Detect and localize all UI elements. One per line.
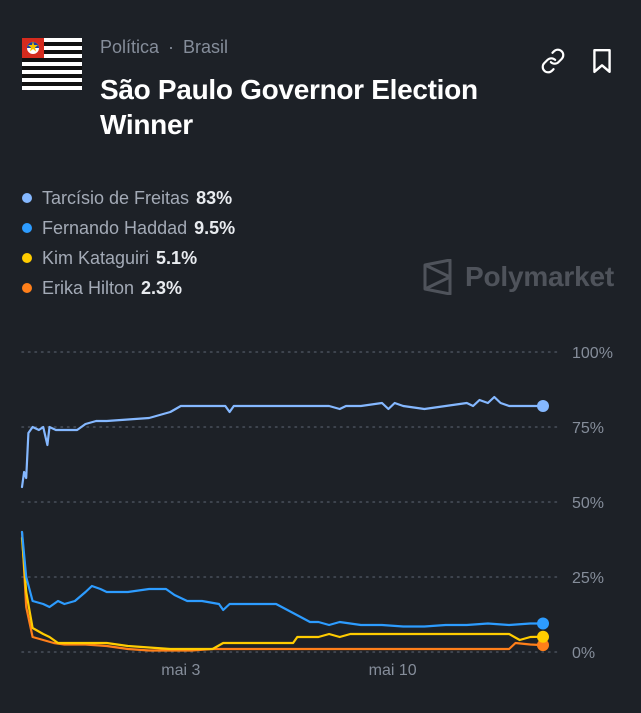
- bookmark-icon: [593, 48, 611, 74]
- legend-name: Tarcísio de Freitas: [42, 187, 190, 208]
- chart-gridlines: [21, 351, 558, 653]
- link-icon: [541, 48, 565, 74]
- series-end-marker: [537, 639, 549, 652]
- bookmark-button[interactable]: [587, 46, 617, 76]
- price-history-chart: 100% 75% 50% 25% 0% mai 3 mai 10: [20, 345, 613, 679]
- sao-paulo-flag-icon: [22, 38, 82, 90]
- legend-item-hilton: Erika Hilton 2.3%: [22, 273, 235, 303]
- breadcrumb: Política · Brasil: [100, 37, 228, 58]
- legend-dot: [22, 283, 32, 293]
- legend-dot: [22, 253, 32, 263]
- legend-name: Kim Kataguiri: [42, 247, 150, 268]
- legend-value: 83%: [196, 187, 233, 208]
- series-line: [20, 530, 545, 628]
- legend-item-tarcisio: Tarcísio de Freitas 83%: [22, 183, 235, 213]
- series-line: [20, 395, 545, 489]
- legend-dot: [22, 193, 32, 203]
- breadcrumb-separator: ·: [168, 37, 175, 57]
- y-tick-label: 100%: [572, 345, 613, 362]
- y-tick-label: 75%: [572, 420, 604, 437]
- y-axis-labels: 100% 75% 50% 25% 0%: [572, 345, 613, 662]
- legend-dot: [22, 223, 32, 233]
- legend-item-haddad: Fernando Haddad 9.5%: [22, 213, 235, 243]
- breadcrumb-region[interactable]: Brasil: [183, 37, 229, 57]
- series-end-marker: [537, 630, 549, 643]
- series-end-marker: [537, 617, 549, 630]
- legend-item-kataguiri: Kim Kataguiri 5.1%: [22, 243, 235, 273]
- legend-value: 9.5%: [194, 217, 236, 238]
- legend-name: Erika Hilton: [42, 277, 135, 298]
- chart-legend: Tarcísio de Freitas 83% Fernando Haddad …: [22, 183, 235, 303]
- series-end-marker: [537, 400, 549, 412]
- y-tick-label: 25%: [572, 570, 604, 587]
- legend-name: Fernando Haddad: [42, 217, 188, 238]
- legend-value: 2.3%: [141, 277, 183, 298]
- series-line: [20, 530, 545, 652]
- x-axis-labels: mai 3 mai 10: [161, 662, 416, 679]
- watermark-text: Polymarket: [465, 261, 614, 292]
- series-line: [20, 536, 545, 651]
- x-tick-label: mai 10: [369, 662, 417, 679]
- x-tick-label: mai 3: [161, 662, 200, 679]
- page-title: São Paulo Governor Election Winner: [100, 74, 478, 140]
- chart-series: [20, 395, 545, 652]
- breadcrumb-category[interactable]: Política: [100, 37, 160, 57]
- y-tick-label: 50%: [572, 495, 604, 512]
- polymarket-watermark: Polymarket: [421, 259, 614, 295]
- y-tick-label: 0%: [572, 645, 595, 662]
- chart-end-markers: [537, 400, 549, 652]
- copy-link-button[interactable]: [538, 46, 568, 76]
- legend-value: 5.1%: [156, 247, 198, 268]
- polymarket-logo-icon: [423, 259, 452, 295]
